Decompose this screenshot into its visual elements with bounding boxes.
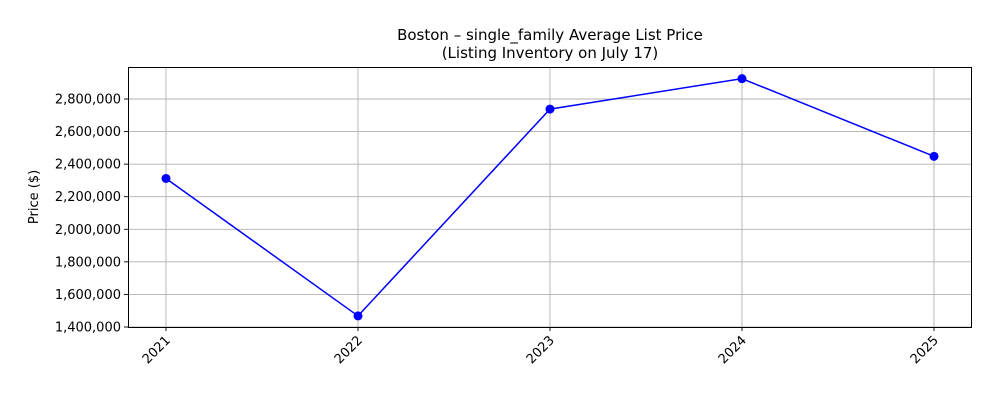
y-tick-label: 2,200,000 bbox=[55, 190, 121, 205]
series bbox=[161, 74, 939, 321]
y-tick-label: 2,800,000 bbox=[55, 93, 121, 108]
y-tick-label: 1,600,000 bbox=[55, 288, 121, 303]
y-tick-label: 2,000,000 bbox=[55, 223, 121, 238]
x-tick-label: 2023 bbox=[524, 333, 558, 367]
data-point bbox=[545, 104, 555, 114]
y-tick-label: 1,400,000 bbox=[55, 321, 121, 336]
chart-title: Boston – single_family Average List Pric… bbox=[397, 26, 703, 45]
ticks: 2021 2022 2023 2024 2025 1,400,000 1,600,000 1,… bbox=[55, 93, 942, 368]
x-tick-label: 2022 bbox=[332, 333, 366, 367]
y-tick-label: 1,800,000 bbox=[55, 255, 121, 270]
y-axis-label: Price ($) bbox=[27, 170, 42, 224]
data-point bbox=[929, 151, 939, 161]
x-tick-label: 2021 bbox=[140, 333, 174, 367]
chart-subtitle: (Listing Inventory on July 17) bbox=[442, 44, 659, 62]
y-tick-label: 2,400,000 bbox=[55, 158, 121, 173]
x-tick-label: 2024 bbox=[716, 333, 750, 367]
y-tick-label: 2,600,000 bbox=[55, 125, 121, 140]
data-point bbox=[161, 173, 171, 183]
data-point bbox=[737, 74, 747, 84]
x-tick-label: 2025 bbox=[908, 333, 942, 367]
data-point bbox=[353, 311, 363, 321]
